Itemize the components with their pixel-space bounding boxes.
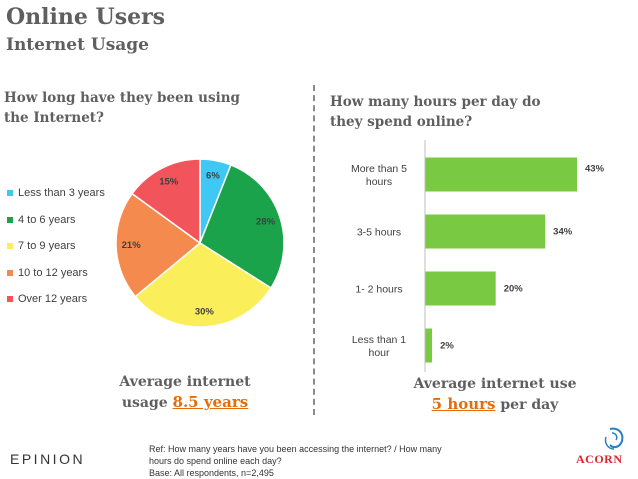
legend-swatch	[7, 296, 13, 303]
pie-data-label: 6%	[206, 170, 220, 181]
legend-swatch	[7, 243, 13, 250]
footnote: Ref: How many years have you been access…	[149, 443, 509, 479]
section-divider	[313, 85, 315, 415]
bar-category-label: hour	[368, 347, 390, 359]
bar	[425, 271, 496, 306]
acorn-logo: ACORN	[576, 452, 623, 466]
legend-item: 4 to 6 years	[7, 207, 105, 234]
legend-label: 10 to 12 years	[18, 266, 88, 279]
pie-data-label: 21%	[122, 240, 142, 251]
avg-hours-value: 5 hours	[431, 395, 496, 413]
bar-category-label: 1- 2 hours	[355, 284, 402, 296]
acorn-logo-icon	[604, 427, 624, 450]
left-question: How long have they been using the Intern…	[4, 90, 240, 126]
bar-category-label: 3-5 hours	[357, 227, 401, 239]
legend-item: Over 12 years	[7, 286, 105, 313]
legend-label: 4 to 6 years	[18, 213, 76, 226]
bar-category-label: More than 5	[351, 163, 407, 175]
bar-data-label: 20%	[504, 284, 524, 295]
legend-swatch	[7, 216, 13, 223]
avg-hours-suffix: per day	[495, 397, 559, 413]
bar	[425, 328, 433, 363]
legend-item: 7 to 9 years	[7, 233, 105, 260]
pie-data-label: 15%	[159, 177, 179, 188]
page-subtitle: Internet Usage	[6, 35, 149, 55]
avg-usage-text: Average internet usage	[119, 374, 251, 411]
footnote-line: Base: All respondents, n=2,495	[149, 468, 274, 478]
legend-label: Less than 3 years	[18, 187, 105, 200]
legend-label: 7 to 9 years	[18, 240, 76, 253]
legend-label: Over 12 years	[18, 293, 88, 306]
pie-slice	[134, 242, 272, 328]
epinion-logo: EPINION	[10, 451, 86, 467]
legend-item: 10 to 12 years	[7, 260, 105, 287]
avg-hours-callout: Average internet use 5 hours per day	[400, 374, 590, 415]
pie-slice	[199, 163, 285, 290]
pie-slice	[115, 192, 202, 298]
avg-usage-value: 8.5 years	[172, 393, 249, 411]
footnote-line: hours do spend online each day?	[149, 456, 282, 466]
pie-data-label: 28%	[256, 217, 276, 228]
legend-swatch	[7, 190, 13, 197]
avg-usage-callout: Average internet usage 8.5 years	[100, 372, 270, 413]
right-question: How many hours per day do they spend onl…	[330, 94, 541, 130]
bar	[425, 157, 577, 192]
avg-hours-text: Average internet use	[413, 376, 577, 392]
legend-item: Less than 3 years	[7, 180, 105, 207]
bar-data-label: 34%	[553, 227, 573, 238]
bar-category-label: hours	[366, 176, 392, 188]
bar	[425, 214, 546, 249]
legend-swatch	[7, 269, 13, 276]
bar-category-label: Less than 1	[352, 334, 406, 346]
bar-data-label: 2%	[440, 341, 454, 352]
page-title: Online Users	[6, 4, 166, 30]
bar-data-label: 43%	[585, 164, 605, 175]
pie-legend: Less than 3 years 4 to 6 years 7 to 9 ye…	[7, 180, 105, 313]
pie-data-label: 30%	[195, 307, 215, 318]
footnote-line: Ref: How many years have you been access…	[149, 444, 442, 454]
pie-slice	[130, 158, 201, 245]
